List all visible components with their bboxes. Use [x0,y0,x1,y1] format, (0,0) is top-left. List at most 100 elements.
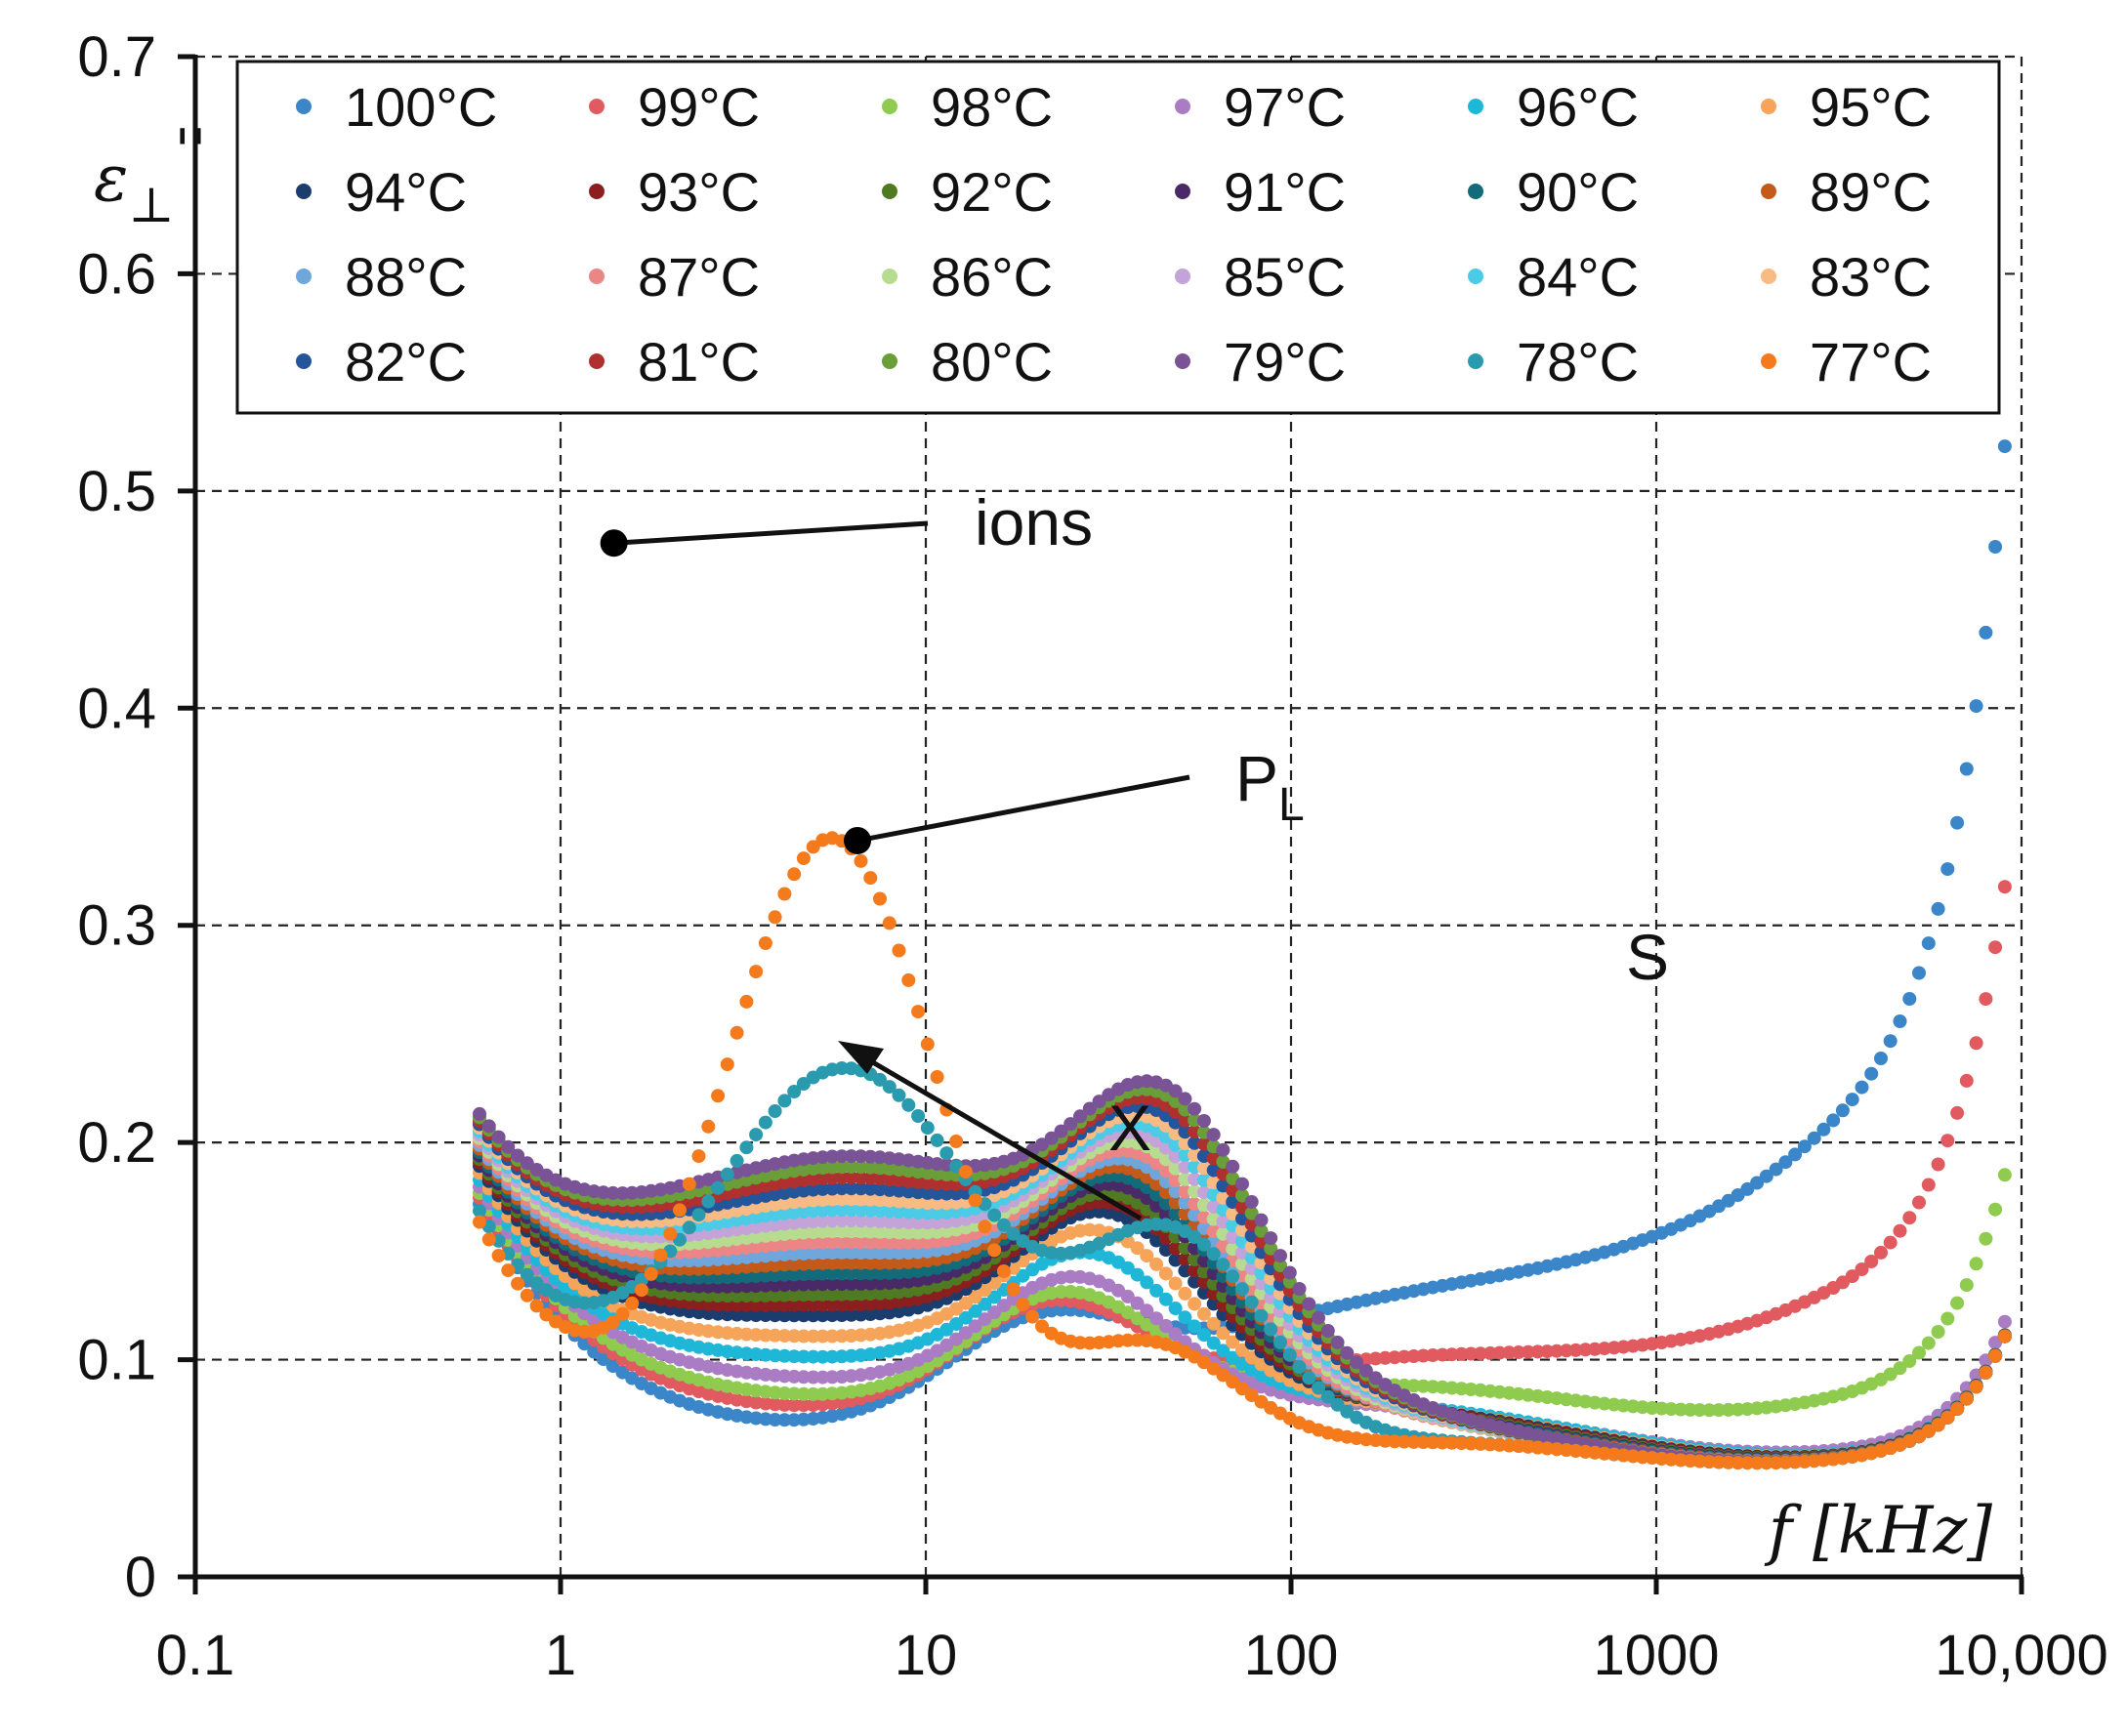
data-point [1330,1397,1345,1412]
data-point [987,1305,1002,1319]
data-point [1988,540,2003,554]
data-point [1320,1389,1335,1404]
data-point [873,1235,887,1250]
data-point [701,1194,716,1209]
data-point [787,1277,802,1292]
data-point [768,1328,782,1343]
data-point [1444,1435,1459,1450]
data-point [873,1276,887,1291]
data-point [1797,1139,1812,1154]
data-point [825,1277,840,1292]
data-point [844,1203,858,1218]
data-point [1350,1355,1364,1370]
data-point [768,1104,782,1118]
data-point [1931,1157,1945,1172]
data-point [1893,1361,1907,1376]
data-point [749,1128,764,1142]
data-point [825,1287,840,1302]
data-point [892,1246,906,1261]
legend-marker [296,269,312,284]
legend-marker [1468,99,1483,114]
data-point [835,1277,849,1292]
data-point [1902,1211,1917,1225]
data-point [844,1149,858,1164]
data-point [730,1269,744,1284]
data-point [1188,1101,1202,1116]
data-point [1226,1375,1240,1389]
legend-entry: 92°C [882,161,1053,223]
data-point [863,1246,878,1261]
pl-marker [844,826,872,854]
data-point [835,1245,849,1260]
data-point [825,1160,840,1175]
data-point [682,1177,696,1191]
data-point [949,1135,964,1148]
data-point [1178,1092,1192,1106]
data-point [806,1349,820,1364]
data-point [1120,1289,1135,1303]
data-point [768,1288,782,1302]
data-point [901,972,916,987]
data-point [749,1269,764,1283]
data-point [873,1215,887,1228]
legend-marker [1468,269,1483,284]
legend-label: 84°C [1517,246,1639,308]
data-point [996,1218,1011,1232]
data-point [835,1256,849,1270]
data-point [1769,1456,1783,1470]
data-point [1959,1278,1974,1293]
data-point [873,1266,887,1281]
data-point [1226,1350,1240,1365]
data-point [844,1307,858,1322]
data-point [777,1267,792,1282]
data-point [605,1185,620,1200]
legend-marker [882,353,897,369]
data-point [796,1288,811,1302]
data-point [1006,1282,1021,1297]
legend-entry: 98°C [882,76,1053,138]
data-point [730,1298,744,1312]
data-point [930,1070,944,1084]
data-point [1140,1249,1154,1263]
legend-entry: 94°C [296,161,467,223]
data-point [1149,1311,1164,1326]
legend-marker [589,99,605,114]
legend-marker [1175,184,1190,199]
data-point [1835,1103,1850,1118]
data-point [1416,1435,1431,1450]
data-point [1130,1267,1145,1282]
legend-label: 77°C [1810,331,1932,393]
legend-label: 92°C [931,161,1053,223]
data-point [491,1130,506,1144]
data-point [1264,1241,1278,1256]
data-point [653,1248,668,1262]
data-point [796,1308,811,1323]
data-point [777,1397,792,1412]
data-point [1244,1195,1259,1209]
data-point [720,1167,734,1181]
data-point [825,1370,840,1385]
data-point [825,1149,840,1164]
legend-entry: 81°C [589,331,760,393]
data-point [777,1258,792,1272]
data-point [1178,1184,1192,1199]
data-point [1130,1296,1145,1310]
data-point [1178,1160,1192,1175]
legend-label: 79°C [1224,331,1346,393]
data-point [796,1329,811,1343]
x-arrow-head [838,1041,884,1074]
data-point [768,1308,782,1323]
data-point [1788,1147,1803,1162]
data-point [815,1256,830,1270]
x-tick-label: 1000 [1593,1624,1719,1687]
data-point [806,1386,820,1401]
data-point [825,1266,840,1281]
legend-marker [1468,184,1483,199]
data-point [1855,1262,1869,1276]
legend-label: 80°C [931,331,1053,393]
y-tick-label: 0 [125,1546,156,1609]
data-point [825,1329,840,1343]
data-point [796,1257,811,1271]
data-point [854,1181,868,1196]
data-point [1740,1456,1755,1470]
